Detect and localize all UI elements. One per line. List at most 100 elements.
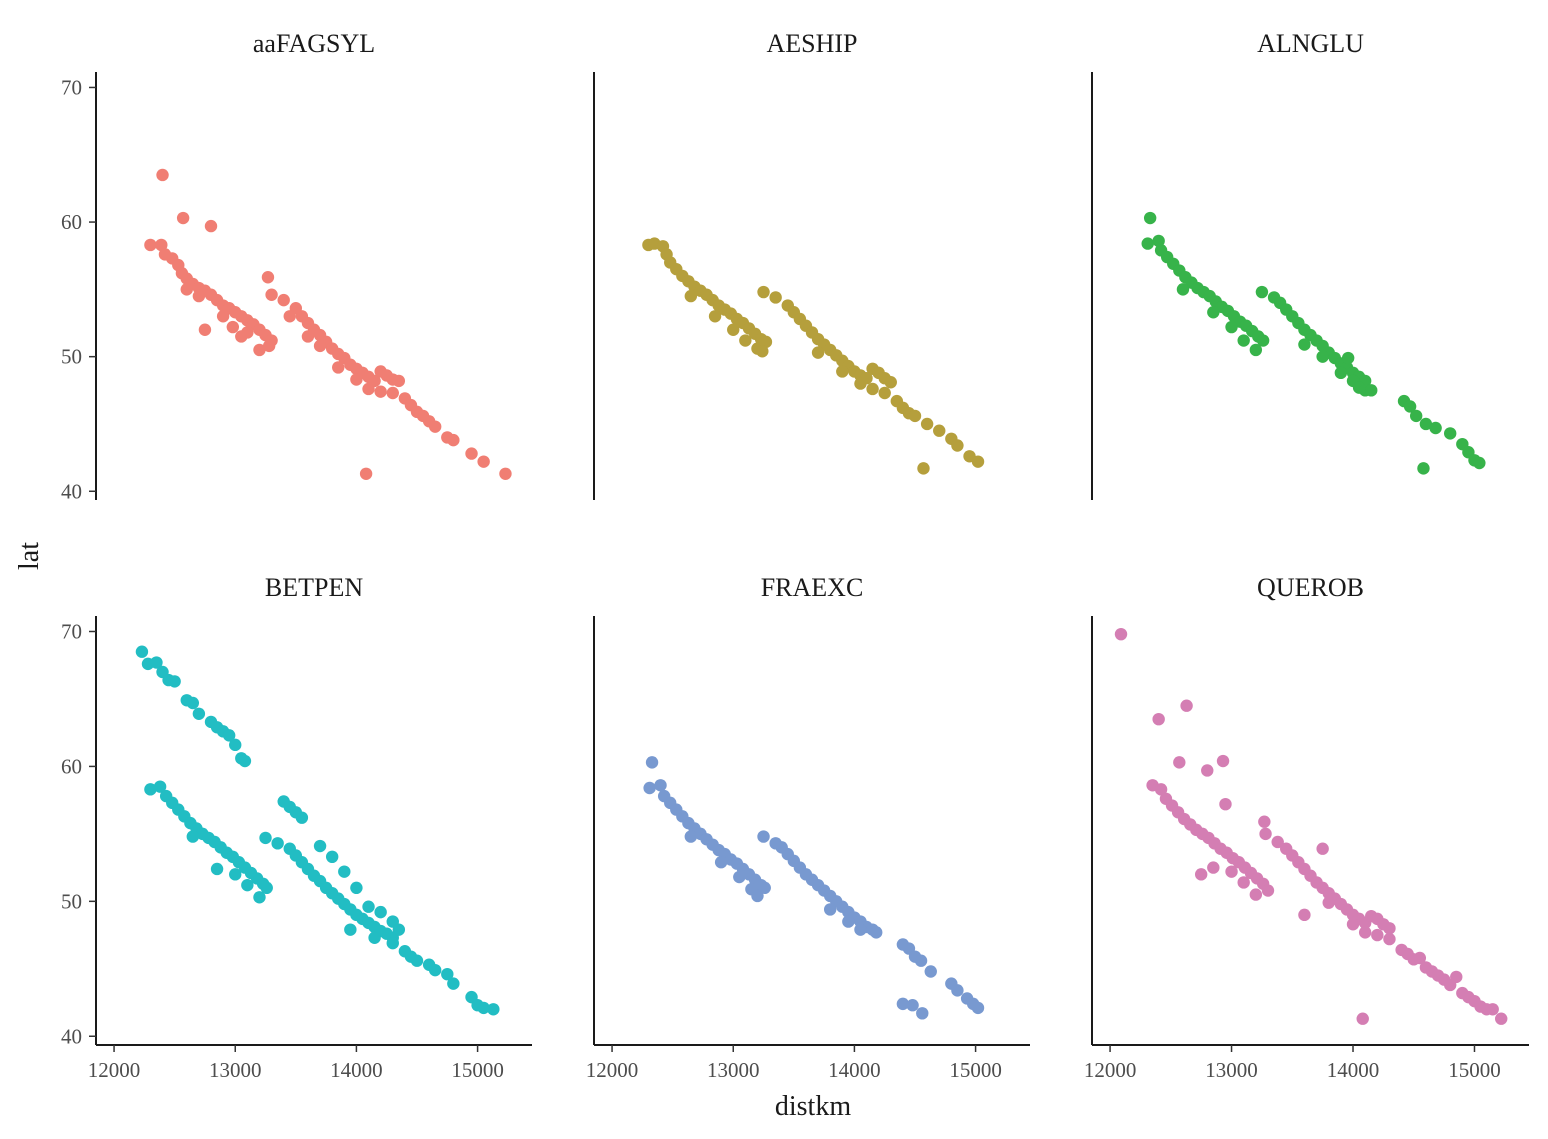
- data-point: [362, 900, 375, 913]
- data-point: [180, 283, 193, 296]
- data-point: [295, 811, 309, 824]
- data-point: [733, 870, 746, 884]
- data-point: [1417, 462, 1430, 475]
- x-tick-label: 14000: [1327, 1058, 1380, 1082]
- data-point: [198, 323, 212, 336]
- data-point: [714, 856, 728, 869]
- data-point: [1334, 366, 1348, 380]
- data-point: [951, 984, 964, 997]
- data-point: [144, 238, 157, 252]
- data-point: [262, 339, 276, 353]
- data-point: [283, 310, 296, 323]
- x-tick-label: 15000: [949, 1058, 1002, 1082]
- facet-panel-fraexc: FRAEXC 12000 13000 14000 15000: [586, 573, 1030, 1082]
- data-point: [951, 439, 964, 452]
- data-point: [1298, 338, 1311, 351]
- data-point: [359, 467, 373, 480]
- data-point: [1413, 951, 1427, 965]
- data-point: [884, 376, 897, 389]
- data-point: [313, 339, 327, 353]
- data-point: [1258, 815, 1271, 828]
- data-point: [1256, 334, 1270, 347]
- x-tick-label: 15000: [451, 1058, 504, 1082]
- data-point: [727, 323, 740, 336]
- data-point: [362, 382, 375, 396]
- data-point: [1450, 970, 1463, 984]
- data-point: [261, 271, 275, 284]
- data-point: [1261, 884, 1275, 897]
- data-point: [338, 865, 351, 878]
- data-point: [1255, 285, 1269, 299]
- data-point: [654, 779, 667, 792]
- facet-title: FRAEXC: [761, 573, 864, 602]
- x-axis-title: distkm: [775, 1091, 851, 1122]
- data-point: [447, 433, 460, 447]
- data-point: [1249, 888, 1263, 901]
- data-point: [368, 931, 381, 944]
- data-point: [253, 343, 266, 357]
- data-point: [1341, 351, 1355, 365]
- y-tick-label: 60: [61, 754, 82, 778]
- data-point: [226, 320, 240, 334]
- x-tick-label: 12000: [1084, 1058, 1137, 1082]
- y-axis-title: lat: [14, 542, 45, 570]
- data-point: [971, 455, 985, 468]
- data-point: [192, 289, 206, 303]
- data-point: [1356, 1012, 1369, 1025]
- data-point: [684, 289, 698, 303]
- data-point: [1316, 350, 1329, 363]
- data-point: [1207, 861, 1220, 874]
- data-point: [374, 905, 387, 919]
- data-point: [204, 219, 218, 233]
- data-point: [708, 310, 722, 323]
- data-point: [759, 335, 773, 349]
- data-point: [933, 424, 946, 437]
- data-point: [1495, 1012, 1508, 1025]
- data-point: [1383, 932, 1396, 946]
- data-point: [229, 868, 242, 881]
- data-point: [823, 903, 837, 916]
- data-point: [487, 1003, 500, 1016]
- data-point: [836, 365, 849, 378]
- x-tick-label: 12000: [586, 1058, 639, 1082]
- facet-title: AESHIP: [766, 29, 857, 58]
- data-point: [842, 915, 855, 928]
- data-point: [1225, 865, 1238, 878]
- data-point: [1298, 908, 1311, 922]
- data-point: [1237, 876, 1250, 889]
- data-point: [241, 878, 254, 892]
- data-point: [1419, 417, 1433, 431]
- y-tick-label: 40: [61, 1024, 82, 1048]
- x-tick-label: 15000: [1448, 1058, 1501, 1082]
- facet-panel-aeship: AESHIP: [593, 29, 985, 500]
- data-point: [645, 756, 659, 769]
- data-point: [914, 954, 928, 967]
- data-point: [878, 386, 891, 400]
- data-point: [866, 382, 879, 396]
- data-point: [428, 420, 442, 433]
- data-point: [499, 467, 512, 480]
- data-point: [216, 310, 230, 323]
- data-point: [186, 696, 200, 710]
- data-point: [392, 374, 406, 388]
- data-point: [1316, 842, 1329, 855]
- data-point: [1194, 868, 1208, 881]
- data-point: [1152, 234, 1165, 248]
- y-tick-label: 60: [61, 210, 82, 234]
- data-point: [260, 881, 273, 895]
- x-tick-label: 14000: [828, 1058, 881, 1082]
- data-point: [386, 936, 399, 950]
- data-point: [1409, 409, 1423, 423]
- data-point: [917, 462, 930, 475]
- data-point: [1429, 421, 1442, 435]
- data-point: [1346, 918, 1360, 931]
- data-point: [186, 830, 200, 843]
- data-point: [235, 330, 248, 343]
- data-point: [477, 1001, 490, 1015]
- data-point: [1271, 835, 1284, 849]
- data-point: [229, 738, 242, 752]
- data-point: [253, 891, 266, 904]
- data-point: [155, 238, 168, 252]
- data-point: [1114, 627, 1128, 641]
